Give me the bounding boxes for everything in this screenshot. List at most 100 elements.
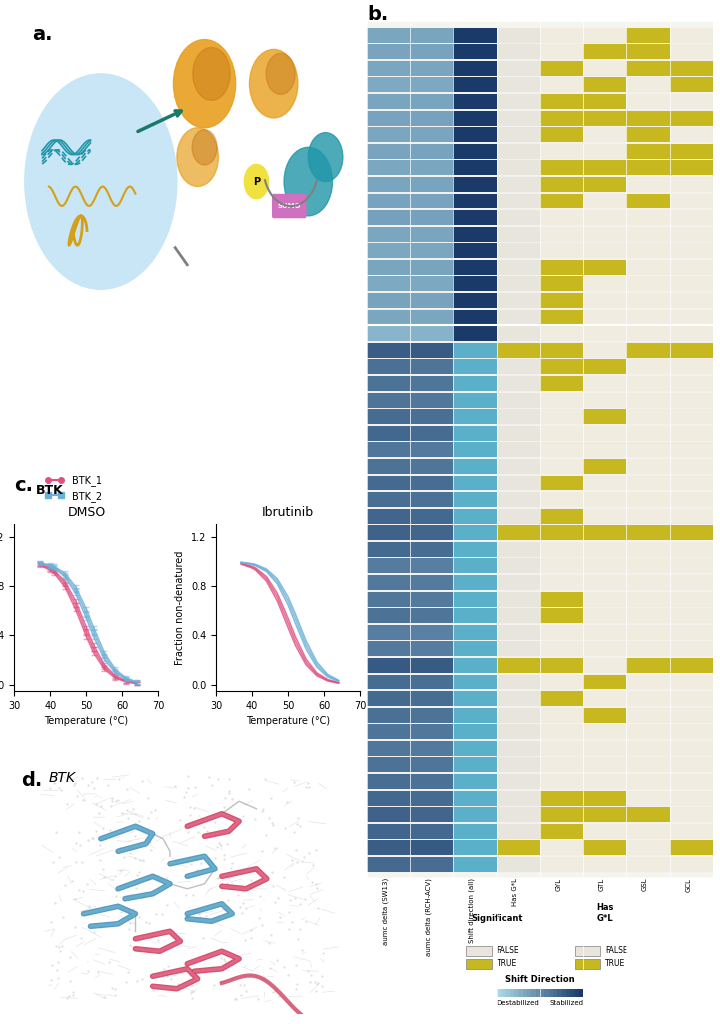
Point [316, 968, 328, 984]
Bar [583, 343, 626, 357]
Bar [497, 675, 540, 689]
Bar [583, 542, 626, 557]
Bar [540, 28, 583, 43]
Bar [579, 989, 583, 997]
Point [274, 908, 286, 925]
Bar [583, 94, 626, 109]
Point [88, 779, 99, 796]
Point [278, 959, 289, 976]
Point [150, 868, 162, 885]
Bar [497, 260, 540, 274]
Point [239, 932, 251, 948]
FancyBboxPatch shape [354, 22, 720, 878]
Bar [557, 989, 562, 997]
Bar [497, 691, 540, 707]
Circle shape [174, 40, 235, 128]
Point [312, 900, 324, 916]
Point [300, 779, 312, 796]
Point [145, 804, 156, 820]
Point [294, 895, 306, 911]
Bar [410, 376, 454, 391]
Bar [583, 260, 626, 274]
Bar [583, 724, 626, 739]
Bar [367, 524, 713, 541]
Bar [540, 78, 583, 92]
Point [221, 836, 233, 852]
Bar [626, 475, 670, 490]
Text: BTK: BTK [49, 771, 76, 785]
Bar [540, 558, 583, 573]
Bar [626, 525, 670, 541]
Bar [410, 841, 454, 855]
Point [94, 852, 106, 868]
Bar [540, 143, 583, 159]
Bar [367, 176, 713, 193]
Bar [367, 509, 410, 523]
Point [55, 781, 67, 798]
Bar [497, 989, 501, 997]
Bar [540, 592, 583, 606]
Bar [454, 475, 497, 490]
Bar [626, 94, 670, 109]
Point [203, 769, 215, 785]
Point [188, 887, 199, 903]
Bar [510, 989, 514, 997]
Bar [670, 293, 713, 308]
Point [137, 971, 148, 987]
Bar [497, 111, 540, 126]
Bar [454, 542, 497, 557]
Point [302, 963, 314, 979]
Bar [367, 475, 410, 490]
Point [109, 980, 120, 996]
Point [121, 781, 132, 798]
Bar [566, 989, 570, 997]
Bar [670, 28, 713, 43]
Bar [410, 641, 454, 656]
Bar [626, 691, 670, 707]
Bar [626, 824, 670, 839]
Bar [497, 575, 540, 590]
Point [130, 880, 142, 896]
Bar [583, 741, 626, 756]
Bar [454, 327, 497, 341]
Bar [626, 426, 670, 440]
Bar [583, 226, 626, 242]
Bar [540, 177, 583, 191]
Point [234, 977, 246, 993]
Point [131, 973, 143, 989]
Point [274, 987, 285, 1004]
Bar [497, 309, 540, 325]
Bar [583, 143, 626, 159]
Bar [670, 127, 713, 142]
Bar [583, 392, 626, 408]
Bar [583, 293, 626, 308]
Bar [583, 28, 626, 43]
Circle shape [250, 49, 298, 118]
Bar [670, 575, 713, 590]
Bar [583, 410, 626, 424]
Bar [540, 309, 583, 325]
Point [143, 790, 154, 806]
Bar [454, 857, 497, 872]
Bar [454, 675, 497, 689]
Point [158, 961, 170, 977]
Point [189, 954, 200, 971]
Bar [626, 359, 670, 375]
Bar [540, 658, 583, 673]
Bar [540, 824, 583, 839]
Bar [410, 177, 454, 191]
Text: Destabilized: Destabilized [497, 1000, 539, 1007]
Point [109, 867, 121, 884]
Bar [497, 509, 540, 523]
Bar [583, 161, 626, 175]
Bar [583, 111, 626, 126]
Point [279, 869, 290, 886]
Point [256, 916, 268, 933]
Bar [367, 259, 713, 275]
Point [207, 958, 218, 975]
Point [111, 888, 122, 904]
Point [210, 814, 221, 830]
Bar [454, 641, 497, 656]
Point [291, 956, 302, 973]
Bar [670, 691, 713, 707]
